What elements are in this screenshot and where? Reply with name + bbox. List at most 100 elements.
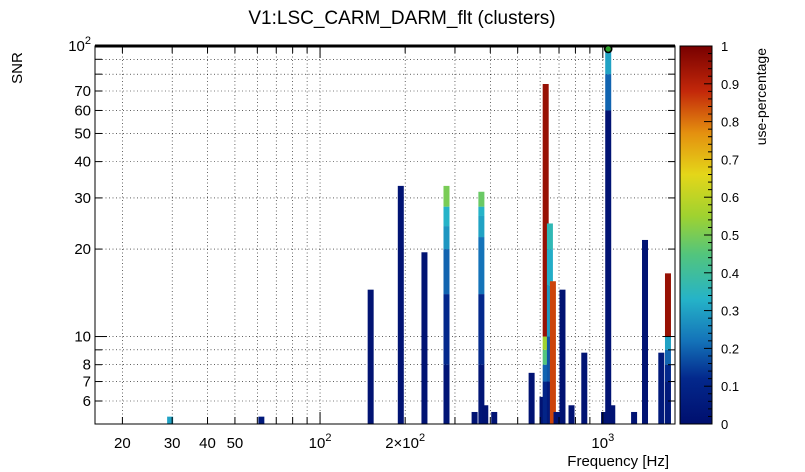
bar-segment bbox=[581, 352, 588, 424]
colorbar-tick-label: 0.9 bbox=[721, 77, 739, 92]
y-tick-label: 40 bbox=[74, 154, 91, 171]
bar-segment bbox=[478, 215, 485, 238]
colorbar-tick-label: 0.6 bbox=[721, 190, 739, 205]
axis-ticks: 20 30 40 50 102 2×102 103 6 78 10 20 30 40 50 60 70 102 bbox=[68, 35, 675, 452]
x-tick-label: 30 bbox=[164, 435, 181, 452]
bar bbox=[568, 405, 575, 424]
y-tick-label: 6 bbox=[83, 393, 91, 410]
bar bbox=[539, 396, 546, 424]
x-tick-label: 40 bbox=[199, 435, 216, 452]
bar-segment bbox=[542, 349, 549, 365]
bar-segment bbox=[528, 372, 535, 424]
bar-segment bbox=[478, 206, 485, 216]
grid bbox=[95, 45, 675, 425]
y-tick-label: 7 bbox=[83, 374, 91, 391]
bar bbox=[542, 83, 549, 424]
bar-segment bbox=[471, 411, 478, 424]
y-tick-label: 60 bbox=[74, 102, 91, 119]
bar-segment bbox=[167, 416, 174, 424]
bar-segment bbox=[609, 405, 616, 424]
bar-segment bbox=[542, 336, 549, 350]
bar-segment bbox=[443, 249, 450, 295]
bar-segment bbox=[443, 294, 450, 365]
bar-segment bbox=[491, 411, 498, 424]
bar bbox=[443, 185, 450, 424]
bar-segment bbox=[549, 281, 556, 424]
bar bbox=[167, 416, 174, 424]
bar bbox=[559, 289, 566, 424]
bar-segment bbox=[478, 364, 485, 424]
y-tick-label: 20 bbox=[74, 241, 91, 258]
bar-segment bbox=[631, 411, 638, 424]
chart-title: V1:LSC_CARM_DARM_flt (clusters) bbox=[248, 8, 555, 29]
bar-segment bbox=[568, 405, 575, 424]
bar-segment bbox=[443, 185, 450, 207]
colorbar-ticks: 0 0.1 0.2 0.3 0.4 0.5 0.6 0.7 0.8 0.9 1 bbox=[704, 39, 739, 432]
bar bbox=[482, 405, 489, 424]
colorbar-tick-label: 0.2 bbox=[721, 341, 739, 356]
bar-segment bbox=[397, 185, 404, 424]
bar-segment bbox=[553, 411, 560, 424]
bar bbox=[397, 185, 404, 424]
max-marker-dot bbox=[603, 44, 613, 54]
plot-frame bbox=[94, 45, 676, 425]
colorbar-tick-label: 0 bbox=[721, 417, 728, 432]
colorbar-tick-label: 0.7 bbox=[721, 152, 739, 167]
bar bbox=[528, 372, 535, 424]
bar-segment bbox=[601, 411, 608, 424]
bar-segment bbox=[258, 416, 265, 424]
bar bbox=[421, 252, 428, 424]
y-tick-label: 30 bbox=[74, 190, 91, 207]
bar-segment bbox=[443, 226, 450, 250]
y-axis-label: SNR bbox=[9, 52, 26, 84]
bar bbox=[549, 281, 556, 424]
bar bbox=[491, 411, 498, 424]
bar bbox=[553, 411, 560, 424]
bar bbox=[609, 405, 616, 424]
y-tick-label: 10 bbox=[74, 329, 91, 346]
y-tick-label: 8 bbox=[83, 357, 91, 374]
colorbar-tick-label: 0.1 bbox=[721, 379, 739, 394]
bar bbox=[631, 411, 638, 424]
bar bbox=[664, 273, 671, 424]
x-tick-label: 50 bbox=[227, 435, 244, 452]
colorbar-tick-label: 0.3 bbox=[721, 304, 739, 319]
bar-segment bbox=[443, 364, 450, 424]
bar-segment bbox=[542, 83, 549, 337]
max-marker bbox=[603, 44, 613, 54]
bar-segment bbox=[542, 364, 549, 382]
bar-segment bbox=[443, 206, 450, 227]
bar-segment bbox=[546, 249, 553, 286]
bar bbox=[478, 191, 485, 424]
bar-segment bbox=[664, 336, 671, 350]
bar-segment bbox=[478, 237, 485, 295]
bar-segment bbox=[478, 191, 485, 207]
bar bbox=[258, 416, 265, 424]
bar-segment bbox=[539, 396, 546, 424]
x-tick-label: 20 bbox=[114, 435, 131, 452]
bar bbox=[605, 48, 612, 424]
bar-segment bbox=[482, 405, 489, 424]
bar-segment bbox=[664, 273, 671, 337]
bar bbox=[642, 239, 649, 424]
bar-segment bbox=[605, 74, 612, 111]
x-tick-label: 2×102 bbox=[385, 432, 425, 452]
colorbar-tick-label: 0.5 bbox=[721, 228, 739, 243]
bar-segment bbox=[478, 294, 485, 365]
bar bbox=[581, 352, 588, 424]
y-tick-label: 50 bbox=[74, 125, 91, 142]
x-tick-label: 103 bbox=[591, 432, 614, 452]
bar-segment bbox=[658, 352, 665, 424]
bar-segment bbox=[546, 223, 553, 250]
y-tick-label: 102 bbox=[68, 35, 91, 55]
bar-segment bbox=[664, 364, 671, 382]
colorbar-tick-label: 0.4 bbox=[721, 266, 739, 281]
colorbar-tick-label: 1 bbox=[721, 39, 728, 54]
bar bbox=[601, 411, 608, 424]
bars bbox=[167, 48, 671, 424]
bar-segment bbox=[642, 239, 649, 424]
bar-segment bbox=[542, 381, 549, 424]
bar bbox=[471, 411, 478, 424]
bar-segment bbox=[605, 48, 612, 75]
